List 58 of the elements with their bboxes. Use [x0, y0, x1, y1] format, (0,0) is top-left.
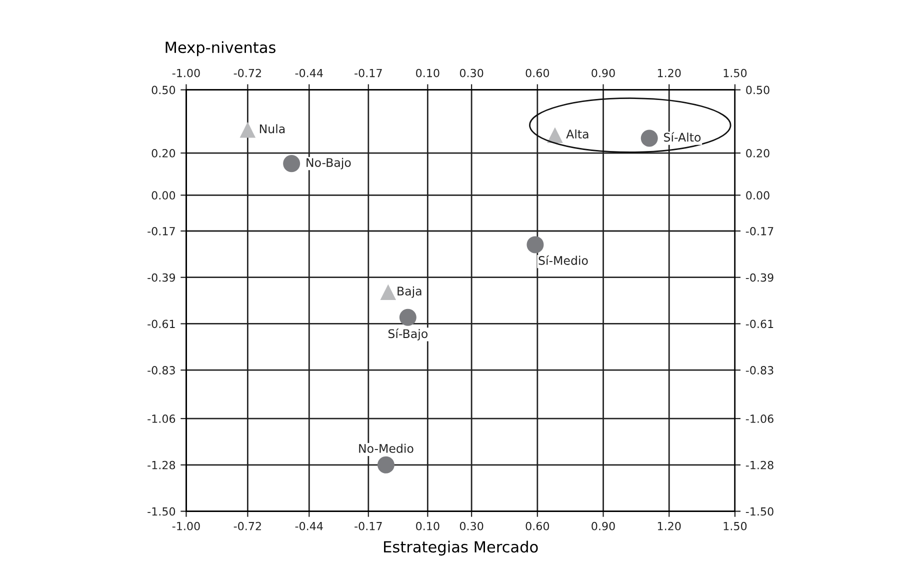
x2-tick-label: -0.44: [295, 68, 323, 78]
point: [526, 236, 544, 254]
x2-tick-label: 0.60: [526, 68, 550, 78]
y2-tick-label: -1.50: [746, 507, 774, 516]
point: [240, 122, 256, 138]
annotation: Sí-Alto: [664, 132, 701, 142]
y-tick-label: -0.39: [148, 273, 176, 282]
x-tick-label: -1.00: [172, 522, 200, 530]
x2-tick-label: 0.30: [460, 68, 484, 78]
y-tick-label: -0.61: [148, 320, 175, 328]
y2-tick-label: 0.50: [746, 86, 770, 94]
annotation: Sí-Medio: [538, 255, 588, 265]
y2-tick-label: -0.39: [746, 273, 774, 282]
x-tick-label: 0.10: [416, 522, 440, 530]
x-tick-label: -0.44: [295, 522, 323, 530]
annotation: Alta: [566, 129, 588, 139]
point: [380, 284, 396, 300]
x2-tick-label: -0.72: [234, 68, 261, 78]
y2-tick-label: -1.28: [746, 460, 774, 470]
y2-tick-label: -0.61: [746, 320, 774, 328]
annotation: No-Medio: [359, 444, 414, 453]
x-tick-label: 0.60: [526, 522, 550, 530]
x2-tick-label: 0.90: [592, 68, 615, 78]
point: [547, 127, 563, 144]
y-axis-title: Mexp-niventas: [166, 41, 276, 56]
y-tick-label: -1.50: [148, 507, 176, 516]
point: [377, 456, 394, 474]
y-tick-label: -0.17: [148, 226, 175, 236]
x-axis-title: Estrategias Mercado: [384, 540, 538, 556]
y-tick-label: 0.00: [152, 191, 176, 200]
point: [640, 130, 658, 147]
x-tick-label: 0.90: [592, 522, 615, 530]
y2-tick-label: 0.00: [746, 191, 770, 200]
x2-tick-label: 0.10: [416, 68, 440, 78]
y-tick-label: 0.50: [152, 86, 176, 94]
annotation: Sí-Bajo: [388, 328, 428, 340]
point: [283, 155, 300, 172]
x-tick-label: 0.30: [460, 522, 484, 530]
y-tick-label: -1.06: [148, 414, 176, 423]
point: [399, 308, 416, 326]
annotation: Nula: [260, 124, 285, 134]
y2-tick-label: 0.20: [746, 149, 770, 158]
y2-tick-label: -0.17: [746, 226, 774, 236]
y-tick-label: 0.20: [152, 149, 176, 158]
y2-tick-label: -0.83: [746, 366, 774, 374]
x-tick-label: 1.20: [658, 522, 681, 530]
y2-tick-label: -1.06: [746, 414, 774, 423]
x2-tick-label: 1.50: [724, 68, 747, 78]
x-tick-label: -0.17: [354, 522, 382, 530]
x2-tick-label: 1.20: [658, 68, 681, 78]
annotation: No-Bajo: [306, 158, 351, 170]
annotation: Baja: [398, 286, 422, 298]
x-tick-label: -0.72: [234, 522, 261, 530]
y-tick-label: -1.28: [148, 460, 176, 470]
x2-tick-label: -0.17: [354, 68, 382, 78]
y-tick-label: -0.83: [148, 366, 175, 374]
x2-tick-label: -1.00: [172, 68, 200, 78]
x-tick-label: 1.50: [724, 522, 747, 530]
